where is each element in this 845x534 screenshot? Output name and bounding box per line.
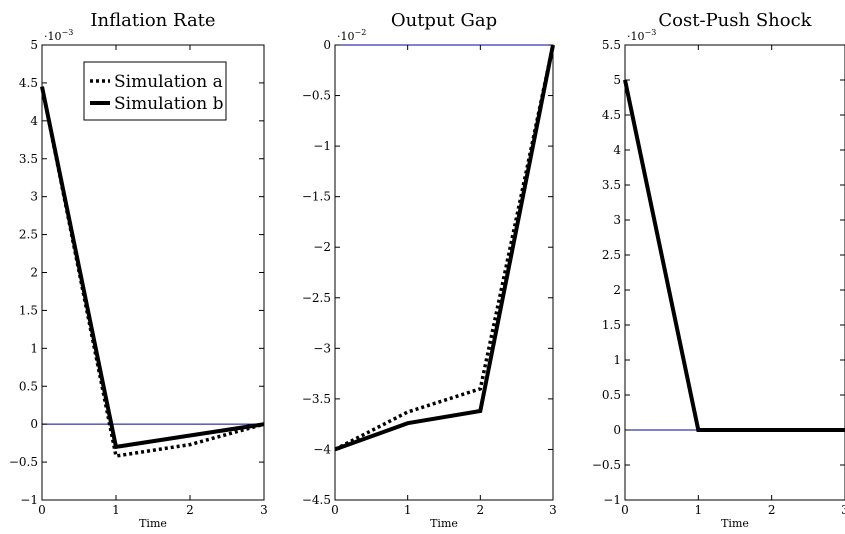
y-tick-label: −2.5 <box>302 291 331 305</box>
y-tick-label: 1.5 <box>19 303 38 317</box>
y-tick-label: 2 <box>30 266 38 280</box>
y-tick-label: 5 <box>30 38 38 52</box>
series-line-b <box>623 79 845 432</box>
y-tick-label: 0.5 <box>19 379 38 393</box>
y-tick-label: 1 <box>30 341 38 355</box>
x-tick-label: 3 <box>260 503 268 517</box>
y-tick-label: −4.5 <box>302 493 331 507</box>
x-axis-label: Time <box>430 517 458 530</box>
y-tick-label: −0.5 <box>592 458 621 472</box>
x-axis-label: Time <box>139 517 167 530</box>
y-tick-label: 0 <box>613 423 621 437</box>
x-tick-label: 2 <box>186 503 194 517</box>
y-tick-label: −3 <box>313 341 331 355</box>
y-tick-label: 3.5 <box>19 152 38 166</box>
chart-title: Inflation Rate <box>90 10 215 31</box>
x-tick-label: 1 <box>404 503 412 517</box>
y-tick-label: −1 <box>603 493 621 507</box>
y-tick-label: −1 <box>20 493 38 507</box>
y-tick-label: 3.5 <box>602 178 621 192</box>
y-tick-label: 3 <box>30 190 38 204</box>
y-tick-label: 0.5 <box>602 388 621 402</box>
y-tick-label: 5.5 <box>602 38 621 52</box>
x-tick-label: 2 <box>768 503 776 517</box>
chart-panel-3: Cost-Push Shock −1 −0.5 0 0.5 1 1.5 2 2.5 3 3.5 4 4.… <box>592 10 845 530</box>
y-tick-label: −4 <box>313 442 331 456</box>
y-tick-label: −1.5 <box>302 190 331 204</box>
y-tick-label: −0.5 <box>9 455 38 469</box>
x-tick-label: 3 <box>841 503 845 517</box>
y-tick-label: −2 <box>313 240 331 254</box>
legend-box <box>83 61 227 121</box>
y-tick-label: 3 <box>613 213 621 227</box>
y-tick-label: 5 <box>613 73 621 87</box>
y-scale-exponent: −2 <box>355 28 367 37</box>
y-tick-label: 2.5 <box>602 248 621 262</box>
y-tick-label: 2 <box>613 283 621 297</box>
chart-title: Cost-Push Shock <box>658 10 812 31</box>
chart-panel-1: Inflation Rate −1 −0.5 0 0.5 1 1.5 2 2.5 3 3.5 4 4.5… <box>9 10 268 530</box>
y-tick-label: 4 <box>30 114 38 128</box>
chart-title: Output Gap <box>391 10 497 31</box>
y-tick-label: 4 <box>613 143 621 157</box>
chart-panel-2: Output Gap −4.5 −4 −3.5 −3 −2.5 −2 −1.5 −1 −0.5 0 0… <box>302 10 557 530</box>
y-scale-exponent: −3 <box>645 28 657 37</box>
y-scale-exponent: −3 <box>62 28 74 37</box>
y-tick-label: −1 <box>313 139 331 153</box>
y-tick-label: 4.5 <box>602 108 621 122</box>
y-tick-label: 0 <box>323 38 331 52</box>
axes-frame <box>624 44 845 501</box>
x-tick-label: 0 <box>38 503 46 517</box>
x-tick-label: 0 <box>621 503 629 517</box>
legend-label-b: Simulation b <box>114 94 224 114</box>
y-scale-factor: ·10−2 <box>337 28 366 43</box>
x-tick-label: 0 <box>331 503 339 517</box>
y-tick-label: −0.5 <box>302 89 331 103</box>
x-tick-label: 1 <box>112 503 120 517</box>
series-line-b <box>334 44 555 452</box>
series-line-a <box>40 86 265 458</box>
y-tick-label: 2.5 <box>19 228 38 242</box>
series-line-a <box>623 79 845 432</box>
y-tick-label: 4.5 <box>19 76 38 90</box>
y-scale-factor: ·10−3 <box>627 28 656 43</box>
y-tick-label: −3.5 <box>302 392 331 406</box>
x-tick-label: 1 <box>695 503 703 517</box>
x-tick-label: 3 <box>549 503 557 517</box>
y-tick-label: 1.5 <box>602 318 621 332</box>
x-tick-label: 2 <box>477 503 485 517</box>
series-line-b <box>40 86 265 450</box>
legend-label-a: Simulation a <box>114 72 223 92</box>
series-line-a <box>334 44 555 451</box>
x-axis-label: Time <box>721 517 749 530</box>
y-tick-label: 0 <box>30 417 38 431</box>
y-tick-label: 1 <box>613 353 621 367</box>
y-scale-factor: ·10−3 <box>44 28 73 43</box>
